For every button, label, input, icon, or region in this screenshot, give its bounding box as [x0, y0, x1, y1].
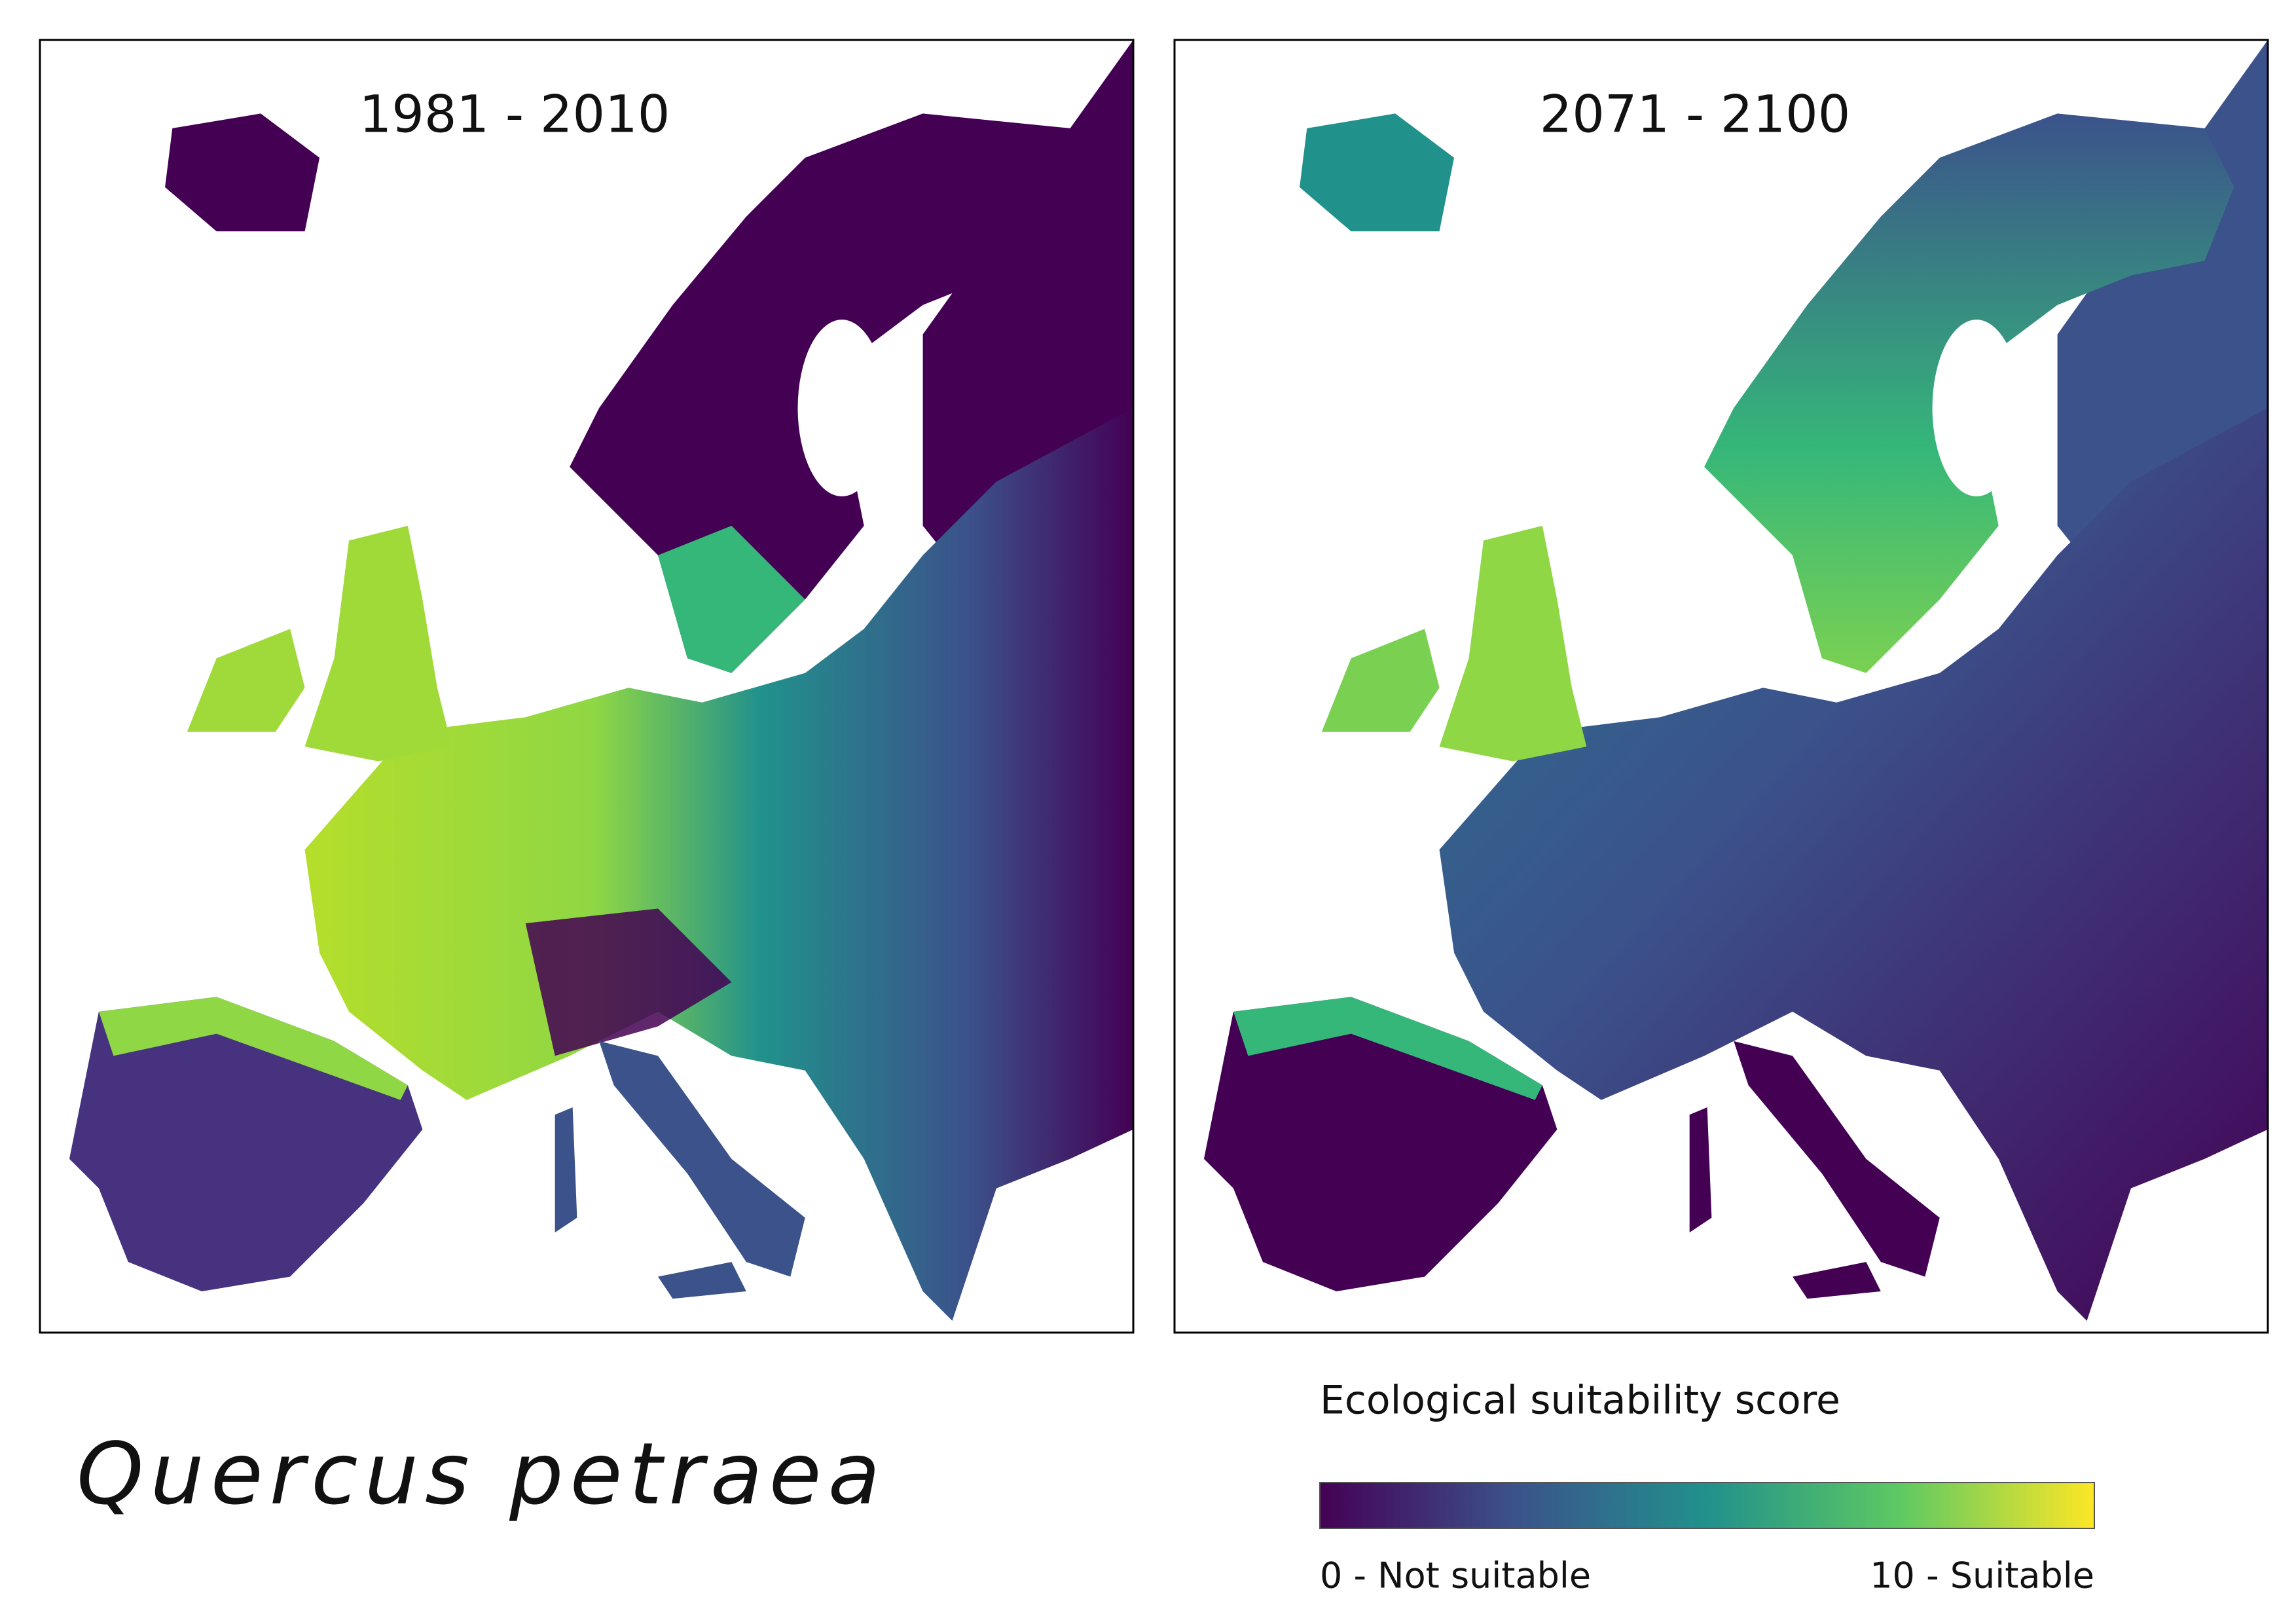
map [1203, 40, 2268, 1321]
colorbar [1319, 1482, 2095, 1529]
panel-frame [1173, 39, 2269, 1334]
legend-max-label: 10 - Suitable [1870, 1555, 2094, 1596]
panel-title: 2071 - 2100 [1540, 85, 1851, 144]
panel-frame [39, 39, 1135, 1334]
map [69, 40, 1133, 1321]
panel-left: 1981 - 2010 [39, 39, 1135, 1334]
panel-right: 2071 - 2100 [1173, 39, 2269, 1334]
legend-title: Ecological suitability score [1320, 1378, 1840, 1424]
legend-min-label: 0 - Not suitable [1320, 1555, 1591, 1596]
panel-title: 1981 - 2010 [359, 85, 670, 144]
legend: Ecological suitability score 0 - Not sui… [1319, 1378, 2095, 1596]
species-name: Quercus petraea [77, 1424, 886, 1524]
